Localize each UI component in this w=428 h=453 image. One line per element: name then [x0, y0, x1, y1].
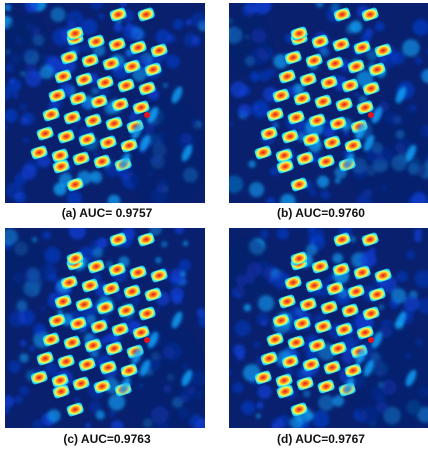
caption-d: (d) AUC=0.9767 — [277, 432, 365, 446]
heatmap-panel-c — [5, 228, 205, 428]
caption-a: (a) AUC= 0.9757 — [61, 206, 153, 220]
heatmap-panel-d — [229, 228, 428, 428]
heatmap-image — [229, 228, 428, 428]
heatmap-panel-b — [229, 3, 428, 203]
caption-b: (b) AUC=0.9760 — [277, 206, 365, 220]
heatmap-image — [5, 3, 205, 203]
heatmap-panel-a — [5, 3, 205, 203]
heatmap-image — [5, 228, 205, 428]
caption-c: (c) AUC=0.9763 — [63, 432, 151, 446]
heatmap-image — [229, 3, 428, 203]
